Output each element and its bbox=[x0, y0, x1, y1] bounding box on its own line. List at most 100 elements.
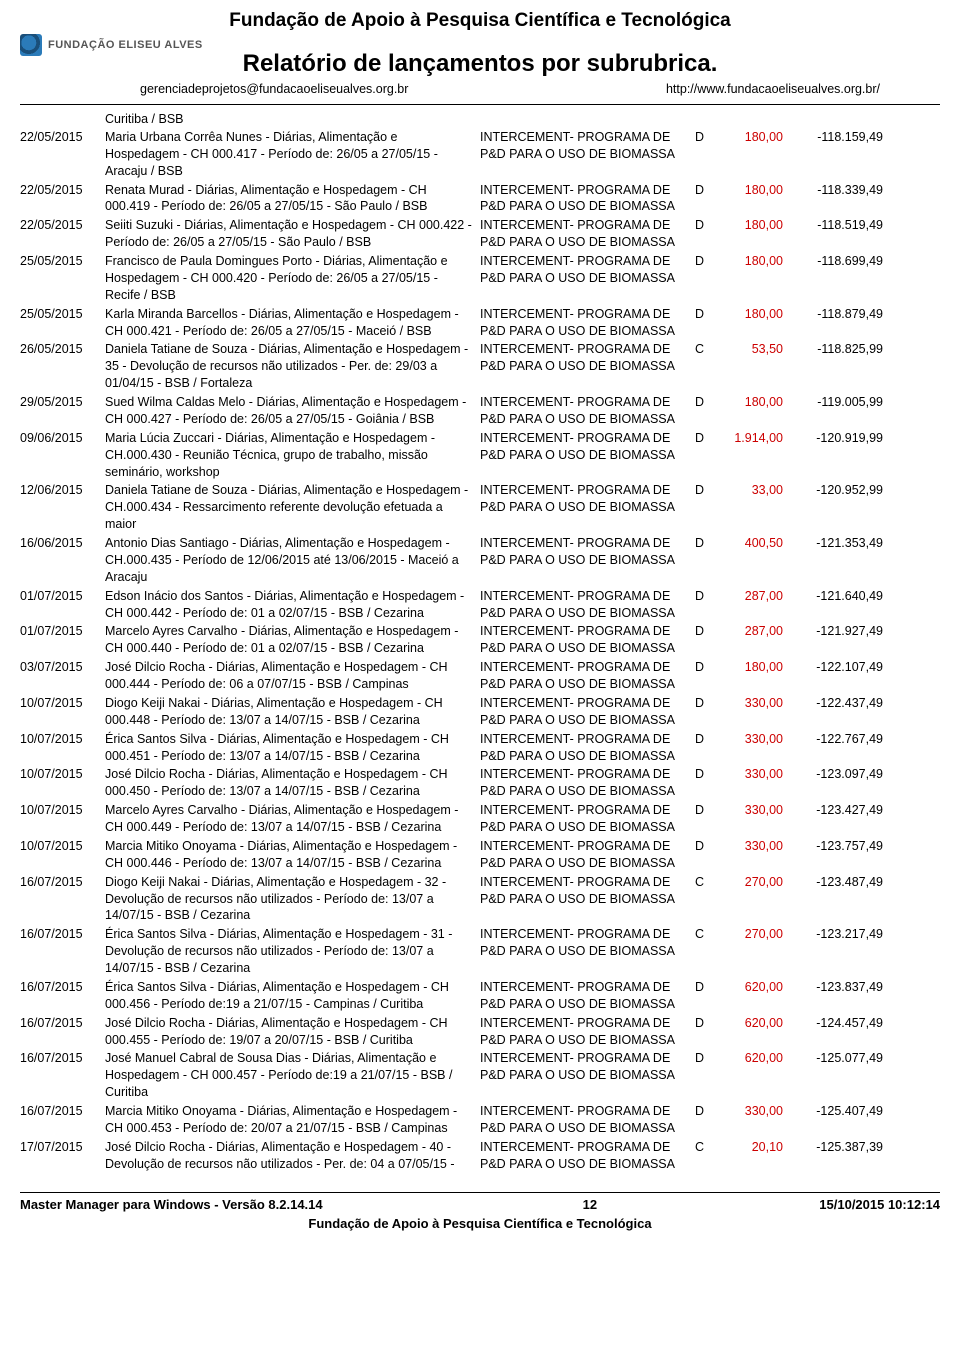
row-description: José Manuel Cabral de Sousa Dias - Diári… bbox=[105, 1050, 480, 1101]
row-date: 25/05/2015 bbox=[20, 253, 105, 270]
row-type: C bbox=[695, 874, 713, 891]
footer-org: Fundação de Apoio à Pesquisa Científica … bbox=[20, 1216, 940, 1231]
row-date: 16/07/2015 bbox=[20, 979, 105, 996]
row-amount: 287,00 bbox=[713, 623, 793, 640]
row-description: Érica Santos Silva - Diárias, Alimentaçã… bbox=[105, 731, 480, 765]
row-program: INTERCEMENT- PROGRAMA DEP&D PARA O USO D… bbox=[480, 659, 695, 693]
row-amount: 330,00 bbox=[713, 695, 793, 712]
row-description: Diogo Keiji Nakai - Diárias, Alimentação… bbox=[105, 874, 480, 925]
row-program: INTERCEMENT- PROGRAMA DEP&D PARA O USO D… bbox=[480, 695, 695, 729]
row-date: 01/07/2015 bbox=[20, 623, 105, 640]
row-type: D bbox=[695, 182, 713, 199]
row-description: Maria Urbana Corrêa Nunes - Diárias, Ali… bbox=[105, 129, 480, 180]
footer-page: 12 bbox=[583, 1197, 597, 1212]
row-description: Érica Santos Silva - Diárias, Alimentaçã… bbox=[105, 979, 480, 1013]
row-amount: 620,00 bbox=[713, 1050, 793, 1067]
row-balance: -121.927,49 bbox=[793, 623, 883, 640]
row-date: 03/07/2015 bbox=[20, 659, 105, 676]
row-balance: -119.005,99 bbox=[793, 394, 883, 411]
logo: FUNDAÇÃO ELISEU ALVES bbox=[20, 34, 203, 56]
table-row: 01/07/2015Edson Inácio dos Santos - Diár… bbox=[20, 587, 940, 623]
row-amount: 53,50 bbox=[713, 341, 793, 358]
row-type: D bbox=[695, 129, 713, 146]
row-description: Daniela Tatiane de Souza - Diárias, Alim… bbox=[105, 482, 480, 533]
row-type: D bbox=[695, 217, 713, 234]
row-balance: -120.919,99 bbox=[793, 430, 883, 447]
row-program: INTERCEMENT- PROGRAMA DEP&D PARA O USO D… bbox=[480, 766, 695, 800]
row-type: D bbox=[695, 1050, 713, 1067]
row-program: INTERCEMENT- PROGRAMA DEP&D PARA O USO D… bbox=[480, 129, 695, 163]
table-row: 25/05/2015Karla Miranda Barcellos - Diár… bbox=[20, 305, 940, 341]
row-balance: -118.879,49 bbox=[793, 306, 883, 323]
row-program: INTERCEMENT- PROGRAMA DEP&D PARA O USO D… bbox=[480, 588, 695, 622]
row-program: INTERCEMENT- PROGRAMA DEP&D PARA O USO D… bbox=[480, 1103, 695, 1137]
row-program: INTERCEMENT- PROGRAMA DEP&D PARA O USO D… bbox=[480, 874, 695, 908]
row-balance: -122.767,49 bbox=[793, 731, 883, 748]
row-description: José Dilcio Rocha - Diárias, Alimentação… bbox=[105, 1139, 480, 1173]
row-program: INTERCEMENT- PROGRAMA DEP&D PARA O USO D… bbox=[480, 253, 695, 287]
table-row: 16/07/2015José Manuel Cabral de Sousa Di… bbox=[20, 1049, 940, 1102]
table-row: 10/07/2015Érica Santos Silva - Diárias, … bbox=[20, 730, 940, 766]
table-row: 16/07/2015José Dilcio Rocha - Diárias, A… bbox=[20, 1014, 940, 1050]
row-description: Marcia Mitiko Onoyama - Diárias, Aliment… bbox=[105, 838, 480, 872]
row-date: 10/07/2015 bbox=[20, 766, 105, 783]
contact-url: http://www.fundacaoeliseualves.org.br/ bbox=[666, 82, 880, 96]
row-date: 22/05/2015 bbox=[20, 182, 105, 199]
row-amount: 180,00 bbox=[713, 217, 793, 234]
logo-text: FUNDAÇÃO ELISEU ALVES bbox=[48, 39, 203, 51]
row-amount: 270,00 bbox=[713, 874, 793, 891]
row-amount: 180,00 bbox=[713, 182, 793, 199]
footer-timestamp: 15/10/2015 10:12:14 bbox=[819, 1197, 940, 1212]
table-row: 16/07/2015Diogo Keiji Nakai - Diárias, A… bbox=[20, 873, 940, 926]
row-date: 01/07/2015 bbox=[20, 588, 105, 605]
row-date: 26/05/2015 bbox=[20, 341, 105, 358]
table-row: 03/07/2015José Dilcio Rocha - Diárias, A… bbox=[20, 658, 940, 694]
row-date: 29/05/2015 bbox=[20, 394, 105, 411]
row-program: INTERCEMENT- PROGRAMA DEP&D PARA O USO D… bbox=[480, 482, 695, 516]
row-program: INTERCEMENT- PROGRAMA DEP&D PARA O USO D… bbox=[480, 1015, 695, 1049]
table-row: 12/06/2015Daniela Tatiane de Souza - Diá… bbox=[20, 481, 940, 534]
row-amount: 180,00 bbox=[713, 394, 793, 411]
row-description: José Dilcio Rocha - Diárias, Alimentação… bbox=[105, 659, 480, 693]
row-amount: 1.914,00 bbox=[713, 430, 793, 447]
row-amount: 287,00 bbox=[713, 588, 793, 605]
row-type: D bbox=[695, 766, 713, 783]
row-amount: 180,00 bbox=[713, 659, 793, 676]
row-amount: 330,00 bbox=[713, 802, 793, 819]
row-balance: -125.387,39 bbox=[793, 1139, 883, 1156]
header-divider bbox=[20, 104, 940, 105]
row-amount: 330,00 bbox=[713, 1103, 793, 1120]
table-row: 16/07/2015Érica Santos Silva - Diárias, … bbox=[20, 925, 940, 978]
row-program: INTERCEMENT- PROGRAMA DEP&D PARA O USO D… bbox=[480, 838, 695, 872]
row-date: 10/07/2015 bbox=[20, 731, 105, 748]
row-amount: 180,00 bbox=[713, 129, 793, 146]
row-program: INTERCEMENT- PROGRAMA DEP&D PARA O USO D… bbox=[480, 731, 695, 765]
row-date: 09/06/2015 bbox=[20, 430, 105, 447]
table-row: 22/05/2015Seiiti Suzuki - Diárias, Alime… bbox=[20, 216, 940, 252]
row-date: 10/07/2015 bbox=[20, 695, 105, 712]
row-balance: -118.699,49 bbox=[793, 253, 883, 270]
row-type: D bbox=[695, 695, 713, 712]
row-type: D bbox=[695, 659, 713, 676]
row-program: INTERCEMENT- PROGRAMA DEP&D PARA O USO D… bbox=[480, 182, 695, 216]
row-amount: 180,00 bbox=[713, 306, 793, 323]
row-description: Marcelo Ayres Carvalho - Diárias, Alimen… bbox=[105, 802, 480, 836]
logo-icon bbox=[20, 34, 42, 56]
row-balance: -123.757,49 bbox=[793, 838, 883, 855]
row-balance: -123.097,49 bbox=[793, 766, 883, 783]
row-type: D bbox=[695, 623, 713, 640]
row-type: D bbox=[695, 306, 713, 323]
table-row: 26/05/2015Daniela Tatiane de Souza - Diá… bbox=[20, 340, 940, 393]
row-amount: 180,00 bbox=[713, 253, 793, 270]
row-program: INTERCEMENT- PROGRAMA DEP&D PARA O USO D… bbox=[480, 430, 695, 464]
table-row: 29/05/2015Sued Wilma Caldas Melo - Diári… bbox=[20, 393, 940, 429]
row-date: 16/07/2015 bbox=[20, 1050, 105, 1067]
row-description: Marcelo Ayres Carvalho - Diárias, Alimen… bbox=[105, 623, 480, 657]
row-date: 16/07/2015 bbox=[20, 926, 105, 943]
row-balance: -118.339,49 bbox=[793, 182, 883, 199]
row-program: INTERCEMENT- PROGRAMA DEP&D PARA O USO D… bbox=[480, 535, 695, 569]
row-description: Antonio Dias Santiago - Diárias, Aliment… bbox=[105, 535, 480, 586]
org-title: Fundação de Apoio à Pesquisa Científica … bbox=[20, 10, 940, 32]
row-description: José Dilcio Rocha - Diárias, Alimentação… bbox=[105, 1015, 480, 1049]
table-row: 22/05/2015Maria Urbana Corrêa Nunes - Di… bbox=[20, 128, 940, 181]
